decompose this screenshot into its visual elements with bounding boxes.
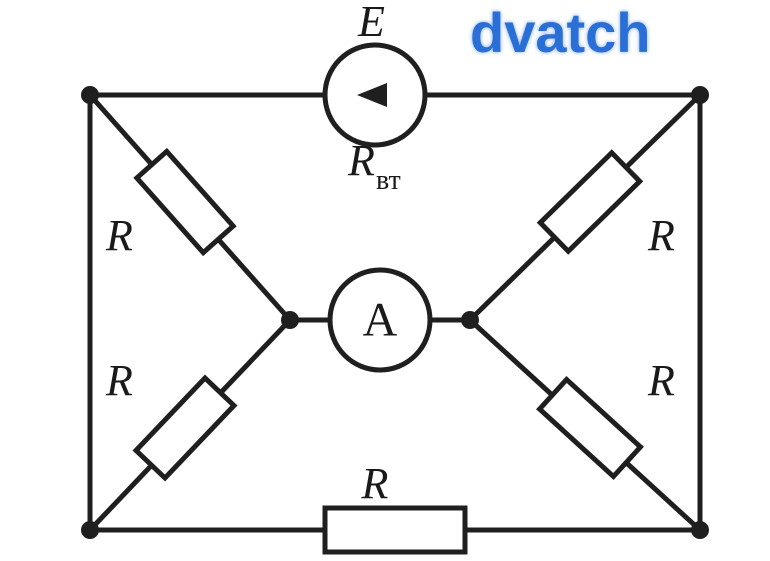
resistor-bottom-right [540,380,641,477]
label-r-bottom: R [361,459,389,508]
resistor-top-left [137,151,233,252]
node-bottom-right [691,521,709,539]
node-top-left [81,86,99,104]
resistor-bottom-left [136,378,234,478]
label-emf-e: E [357,0,385,46]
label-emf-r-sub: вт [376,165,401,196]
node-mid-right [461,311,479,329]
label-r-top-left: R [105,211,133,260]
circuit-diagram: AERвтRRRRR [0,0,770,561]
label-emf-r: R [347,136,375,185]
node-mid-left [281,311,299,329]
resistor-top-right [540,153,639,252]
node-bottom-left [81,521,99,539]
ammeter-label: A [363,294,398,347]
node-top-right [691,86,709,104]
label-r-bottom-right: R [647,356,675,405]
watermark-text: dvatch [470,0,651,65]
label-r-bottom-left: R [105,356,133,405]
resistor-bottom [325,508,465,552]
label-r-top-right: R [647,211,675,260]
